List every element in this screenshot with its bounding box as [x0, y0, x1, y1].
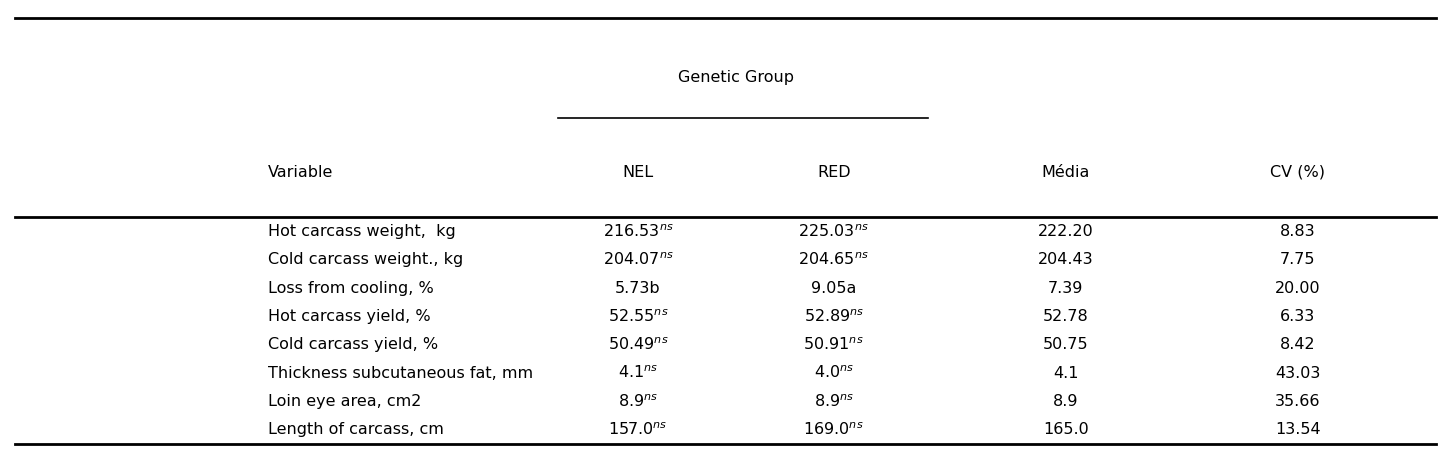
Text: Média: Média	[1041, 164, 1090, 180]
Text: 8.9$^{ns}$: 8.9$^{ns}$	[618, 393, 658, 410]
Text: 4.1: 4.1	[1053, 366, 1079, 381]
Text: 204.43: 204.43	[1038, 252, 1093, 267]
Text: 8.9: 8.9	[1053, 394, 1079, 409]
Text: 20.00: 20.00	[1275, 281, 1321, 296]
Text: 50.49$^{ns}$: 50.49$^{ns}$	[608, 337, 668, 353]
Text: 8.9$^{ns}$: 8.9$^{ns}$	[813, 393, 854, 410]
Text: 8.83: 8.83	[1280, 224, 1315, 239]
Text: 52.78: 52.78	[1043, 309, 1089, 324]
Text: 204.65$^{ns}$: 204.65$^{ns}$	[799, 251, 869, 268]
Text: NEL: NEL	[622, 164, 654, 180]
Text: RED: RED	[816, 164, 851, 180]
Text: 157.0$^{ns}$: 157.0$^{ns}$	[608, 421, 668, 438]
Text: 4.0$^{ns}$: 4.0$^{ns}$	[813, 365, 854, 381]
Text: 50.75: 50.75	[1043, 337, 1089, 352]
Text: 204.07$^{ns}$: 204.07$^{ns}$	[603, 251, 673, 268]
Text: 35.66: 35.66	[1275, 394, 1321, 409]
Text: 169.0$^{ns}$: 169.0$^{ns}$	[803, 421, 864, 438]
Text: 7.75: 7.75	[1280, 252, 1315, 267]
Text: 6.33: 6.33	[1280, 309, 1315, 324]
Text: Cold carcass yield, %: Cold carcass yield, %	[268, 337, 438, 352]
Text: 43.03: 43.03	[1275, 366, 1321, 381]
Text: 5.73b: 5.73b	[615, 281, 661, 296]
Text: 13.54: 13.54	[1275, 422, 1321, 437]
Text: 52.55$^{ns}$: 52.55$^{ns}$	[608, 308, 668, 325]
Text: Hot carcass weight,  kg: Hot carcass weight, kg	[268, 224, 455, 239]
Text: Genetic Group: Genetic Group	[677, 69, 793, 85]
Text: CV (%): CV (%)	[1270, 164, 1325, 180]
Text: Hot carcass yield, %: Hot carcass yield, %	[268, 309, 431, 324]
Text: 50.91$^{ns}$: 50.91$^{ns}$	[803, 337, 864, 353]
Text: 165.0: 165.0	[1043, 422, 1089, 437]
Text: 9.05a: 9.05a	[811, 281, 857, 296]
Text: 216.53$^{ns}$: 216.53$^{ns}$	[603, 223, 673, 240]
Text: 8.42: 8.42	[1280, 337, 1315, 352]
Text: Cold carcass weight., kg: Cold carcass weight., kg	[268, 252, 464, 267]
Text: Loin eye area, cm2: Loin eye area, cm2	[268, 394, 422, 409]
Text: Thickness subcutaneous fat, mm: Thickness subcutaneous fat, mm	[268, 366, 534, 381]
Text: 222.20: 222.20	[1038, 224, 1093, 239]
Text: 225.03$^{ns}$: 225.03$^{ns}$	[799, 223, 869, 240]
Text: Loss from cooling, %: Loss from cooling, %	[268, 281, 434, 296]
Text: 52.89$^{ns}$: 52.89$^{ns}$	[803, 308, 864, 325]
Text: 7.39: 7.39	[1048, 281, 1083, 296]
Text: Length of carcass, cm: Length of carcass, cm	[268, 422, 444, 437]
Text: Variable: Variable	[268, 164, 334, 180]
Text: 4.1$^{ns}$: 4.1$^{ns}$	[618, 365, 658, 381]
